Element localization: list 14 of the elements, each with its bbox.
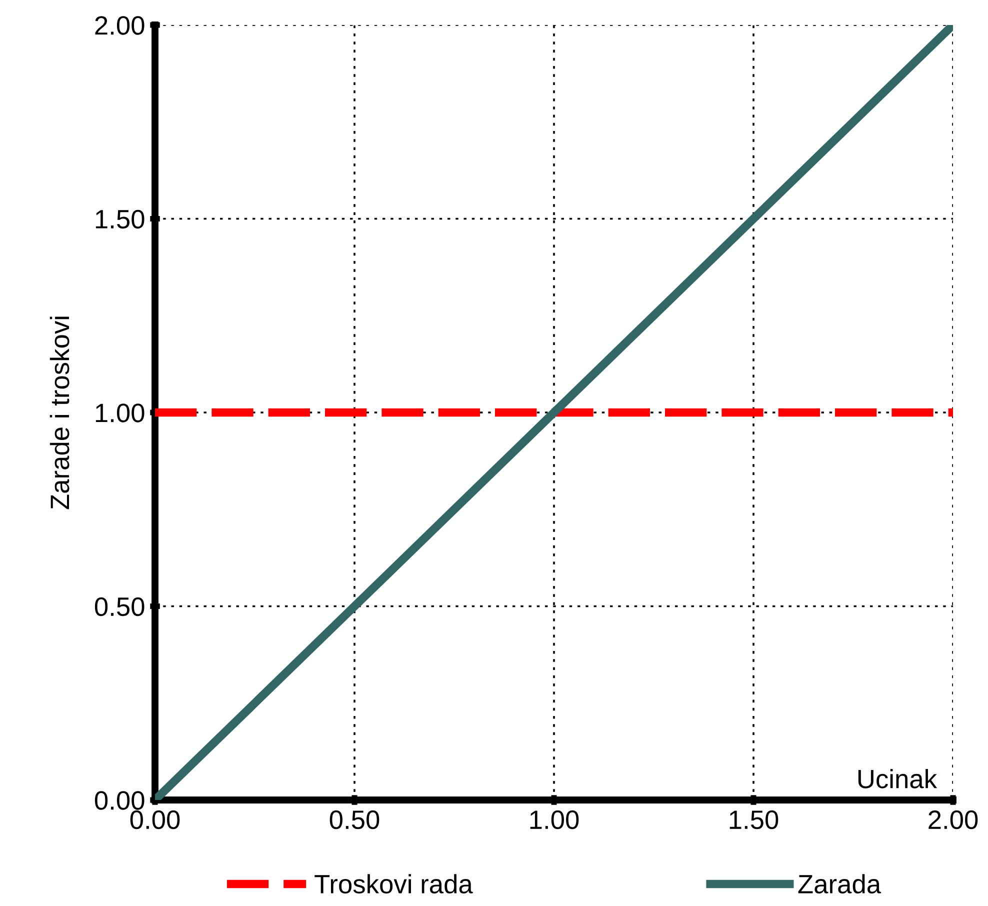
legend-label: Zarada bbox=[798, 874, 882, 894]
x-tick-label: 1.50 bbox=[730, 810, 778, 830]
legend-label: Troskovi rada bbox=[314, 874, 473, 894]
y-tick-label: 0.50 bbox=[94, 597, 144, 616]
y-tick-label: 1.50 bbox=[96, 210, 144, 229]
x-tick-label: 1.00 bbox=[530, 810, 579, 830]
x-tick-label: 0.00 bbox=[130, 810, 180, 830]
y-tick-label: 1.00 bbox=[96, 404, 144, 422]
x-axis-title: Ucinak bbox=[858, 769, 938, 788]
y-axis-title: Zarade i troskovi bbox=[50, 316, 70, 510]
y-tick-label: 2.00 bbox=[95, 16, 144, 35]
x-tick-label: 2.00 bbox=[928, 810, 978, 830]
x-tick-label: 0.50 bbox=[330, 810, 380, 830]
y-tick-label: 0.00 bbox=[94, 791, 144, 810]
